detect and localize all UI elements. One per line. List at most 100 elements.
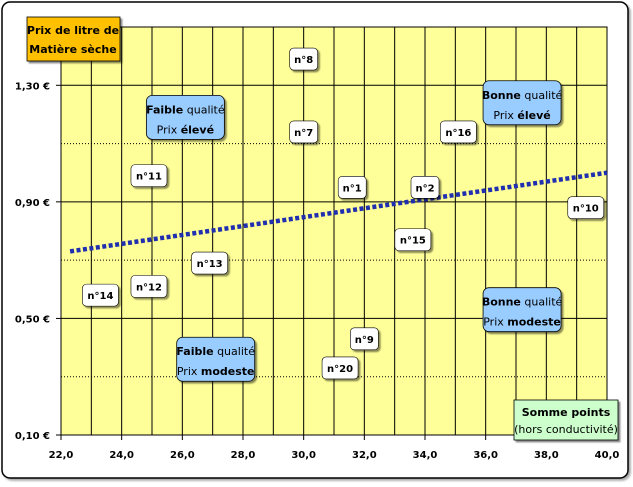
y-axis-label-text: Matière sèche xyxy=(29,43,116,56)
data-point-box xyxy=(410,175,440,199)
quadrant-text: Prix modeste xyxy=(177,365,255,378)
data-point-box xyxy=(567,196,605,219)
data-point-label: n°15 xyxy=(400,236,426,247)
quadrant-text-part: modeste xyxy=(507,316,561,329)
data-point-box xyxy=(350,327,379,351)
x-tick-label: 38,0 xyxy=(534,450,559,461)
data-point-label: n°8 xyxy=(294,55,313,66)
data-point: n°20 xyxy=(321,356,359,380)
data-point-label: n°2 xyxy=(415,183,434,194)
data-point: n°11 xyxy=(130,164,168,187)
data-point-box xyxy=(394,228,432,252)
data-point-label: n°14 xyxy=(87,291,113,302)
data-point-box xyxy=(82,283,119,307)
data-point-label: n°16 xyxy=(445,128,471,139)
data-point-box xyxy=(289,120,318,144)
x-tick-label: 24,0 xyxy=(109,450,134,461)
quadrant-text: Prix élevé xyxy=(493,109,550,122)
data-point-label: n°9 xyxy=(355,335,374,346)
data-point: n°14 xyxy=(82,283,119,307)
x-tick-label: 40,0 xyxy=(595,450,620,461)
x-axis-label: Somme points (hors conductivité) xyxy=(513,399,619,441)
x-axis-label-text: Somme points xyxy=(522,406,611,419)
quadrant-box xyxy=(482,287,562,333)
data-point-label: n°11 xyxy=(136,172,162,183)
quadrant-label-bl: Faible qualité Prix modeste xyxy=(176,336,256,382)
y-axis-label: Prix de litre de Matière sèche xyxy=(26,16,121,62)
x-tick-label: 22,0 xyxy=(49,450,74,461)
quadrant-text-part: Bonne xyxy=(482,89,521,102)
quadrant-text: Bonne qualité xyxy=(482,89,563,102)
data-point-label: n°7 xyxy=(294,128,313,139)
quadrant-text-part: qualité xyxy=(521,296,563,309)
quadrant-text-part: qualité xyxy=(214,345,256,358)
data-point-box xyxy=(289,47,318,71)
y-axis-label-text: Prix de litre de xyxy=(27,24,119,37)
x-tick-label: 26,0 xyxy=(170,450,195,461)
quadrant-box xyxy=(145,94,225,140)
data-point-box xyxy=(130,164,168,187)
data-point-box xyxy=(337,175,367,199)
y-tick-label: 1,30 € xyxy=(15,81,50,92)
x-tick-label: 28,0 xyxy=(231,450,256,461)
data-point-label: n°12 xyxy=(136,282,162,293)
quadrant-label-tr: Bonne qualité Prix élevé xyxy=(482,80,563,126)
quadrant-text: Faible qualité xyxy=(176,345,255,358)
quadrant-text-part: modeste xyxy=(201,365,255,378)
quadrant-text-part: qualité xyxy=(521,89,563,102)
quadrant-text-part: Faible xyxy=(146,103,183,116)
data-point: n°9 xyxy=(350,327,379,351)
axis-labels: Prix de litre de Matière sèche Somme point… xyxy=(26,16,619,441)
x-tick-label: 34,0 xyxy=(413,450,438,461)
quadrant-text-part: Prix xyxy=(177,365,201,378)
data-point: n°1 xyxy=(337,175,367,199)
data-point-label: n°10 xyxy=(573,204,599,215)
quadrant-text: Prix modeste xyxy=(483,316,561,329)
quadrant-text-part: Bonne xyxy=(482,296,521,309)
data-point: n°2 xyxy=(410,175,440,199)
x-tick-label: 36,0 xyxy=(473,450,498,461)
quadrant-box xyxy=(482,80,562,126)
quadrant-text: Faible qualité xyxy=(146,103,225,116)
quadrant-text-part: Prix xyxy=(157,123,181,136)
data-point: n°7 xyxy=(289,120,318,144)
quadrant-label-br: Bonne qualité Prix modeste xyxy=(482,287,563,333)
axes: 22,0 24,0 26,0 28,0 30,0 32,0 34,0 36,0 38,0 40,0… xyxy=(15,27,619,461)
data-point-box xyxy=(321,356,359,380)
data-points: n°8 n°7 n°16 n°11 n°1 n°2 n°10 n°15 n°13 n°12 n°14… xyxy=(82,47,605,380)
data-point-box xyxy=(440,120,477,144)
data-point-box xyxy=(130,275,168,298)
quadrant-box xyxy=(176,336,256,382)
data-point: n°12 xyxy=(130,275,168,298)
x-tick-label: 30,0 xyxy=(291,450,316,461)
trendline xyxy=(69,170,608,254)
quadrant-text-part: élevé xyxy=(181,123,214,136)
data-point-label: n°20 xyxy=(327,364,353,375)
data-point: n°10 xyxy=(567,196,605,219)
y-tick-label: 0,50 € xyxy=(15,314,50,325)
quadrant-text-part: qualité xyxy=(183,103,225,116)
data-point: n°8 xyxy=(289,47,318,71)
data-point: n°13 xyxy=(191,251,228,275)
x-axis-label-box xyxy=(513,399,619,441)
data-point-label: n°1 xyxy=(343,183,362,194)
quadrant-text-part: élevé xyxy=(517,109,550,122)
quadrant-text-part: Prix xyxy=(493,109,517,122)
y-tick-label: 0,10 € xyxy=(15,431,50,442)
quadrant-text-part: Faible xyxy=(176,345,213,358)
data-point-box xyxy=(191,251,228,275)
quadrant-text-part: Prix xyxy=(483,316,507,329)
quadrant-text: Prix élevé xyxy=(157,123,214,136)
y-tick-label: 0,90 € xyxy=(15,198,50,209)
y-axis-label-box xyxy=(26,16,121,62)
data-point: n°16 xyxy=(440,120,477,144)
x-axis-label-text: (hors conductivité) xyxy=(514,423,618,436)
data-point: n°15 xyxy=(394,228,432,252)
x-tick-label: 32,0 xyxy=(352,450,377,461)
data-point-label: n°13 xyxy=(197,259,223,270)
quadrant-text: Bonne qualité xyxy=(482,296,563,309)
